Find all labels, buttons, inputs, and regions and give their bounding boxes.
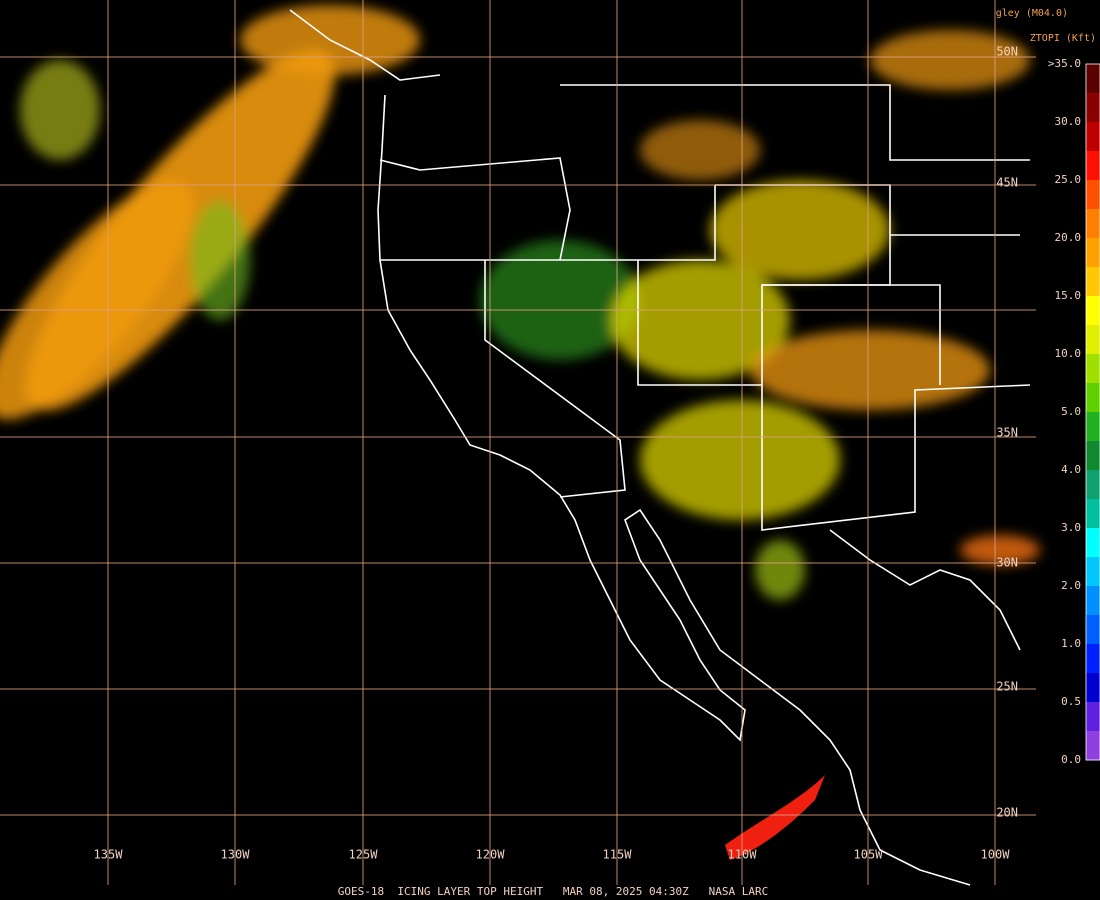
colorbar-swatch (1086, 325, 1100, 355)
lon-label: 125W (349, 848, 379, 862)
colorbar: >35.0 30.0 25.0 20.0 15.0 10.0 5.0 4.0 3.0 2.0 1.0… (1048, 57, 1100, 766)
lon-label: 110W (728, 848, 758, 862)
colorbar-swatch (1086, 296, 1100, 326)
colorbar-swatch (1086, 528, 1100, 558)
lon-label: 115W (603, 848, 633, 862)
colorbar-swatch (1086, 557, 1100, 587)
lat-label: 45N (996, 176, 1018, 190)
colorbar-swatch (1086, 499, 1100, 529)
colorbar-label: 0.5 (1061, 695, 1081, 708)
colorbar-swatch (1086, 354, 1100, 384)
lat-label: 30N (996, 556, 1018, 570)
colorbar-label: 3.0 (1061, 521, 1081, 534)
lat-label: 25N (996, 680, 1018, 694)
lon-label: 120W (476, 848, 506, 862)
lon-label: 135W (94, 848, 124, 862)
colorbar-swatch (1086, 267, 1100, 297)
cloud-red (725, 775, 825, 860)
colorbar-swatch (1086, 238, 1100, 268)
colorbar-swatch (1086, 470, 1100, 500)
colorbar-swatch (1086, 209, 1100, 239)
lon-label: 130W (221, 848, 251, 862)
colorbar-swatch (1086, 731, 1100, 761)
colorbar-label: 10.0 (1055, 347, 1082, 360)
lat-label: 50N (996, 45, 1018, 59)
colorbar-swatch (1086, 673, 1100, 703)
colorbar-swatch (1086, 615, 1100, 645)
colorbar-label: 25.0 (1055, 173, 1082, 186)
colorbar-swatch (1086, 383, 1100, 413)
product-label: ZTOPI (Kft) (1030, 33, 1096, 44)
colorbar-swatch (1086, 64, 1100, 94)
colorbar-label: 2.0 (1061, 579, 1081, 592)
footer: GOES-18 ICING LAYER TOP HEIGHT MAR 08, 2… (338, 885, 768, 898)
colorbar-swatch (1086, 702, 1100, 732)
colorbar-swatch (1086, 586, 1100, 616)
colorbar-label: 20.0 (1055, 231, 1082, 244)
colorbar-swatch (1086, 441, 1100, 471)
lon-label: 100W (981, 848, 1011, 862)
lon-label: 105W (854, 848, 884, 862)
colorbar-swatch (1086, 412, 1100, 442)
colorbar-swatch (1086, 180, 1100, 210)
coastlines (289, 9, 1021, 886)
colorbar-label: 1.0 (1061, 637, 1081, 650)
colorbar-label: 5.0 (1061, 405, 1081, 418)
colorbar-swatch (1086, 93, 1100, 123)
colorbar-label: >35.0 (1048, 57, 1081, 70)
colorbar-swatch (1086, 122, 1100, 152)
colorbar-frame (1085, 63, 1100, 761)
colorbar-swatch (1086, 151, 1100, 181)
model-label: gley (M04.0) (996, 8, 1068, 19)
colorbar-label: 15.0 (1055, 289, 1082, 302)
colorbar-label: 0.0 (1061, 753, 1081, 766)
graticule: 135W 130W 125W 120W 115W 110W 105W 100W 50N 45N 35… (0, 0, 1036, 885)
lat-label: 20N (996, 806, 1018, 820)
lat-label: 35N (996, 426, 1018, 440)
colorbar-label: 30.0 (1055, 115, 1082, 128)
colorbar-label: 4.0 (1061, 463, 1081, 476)
colorbar-swatch (1086, 644, 1100, 674)
